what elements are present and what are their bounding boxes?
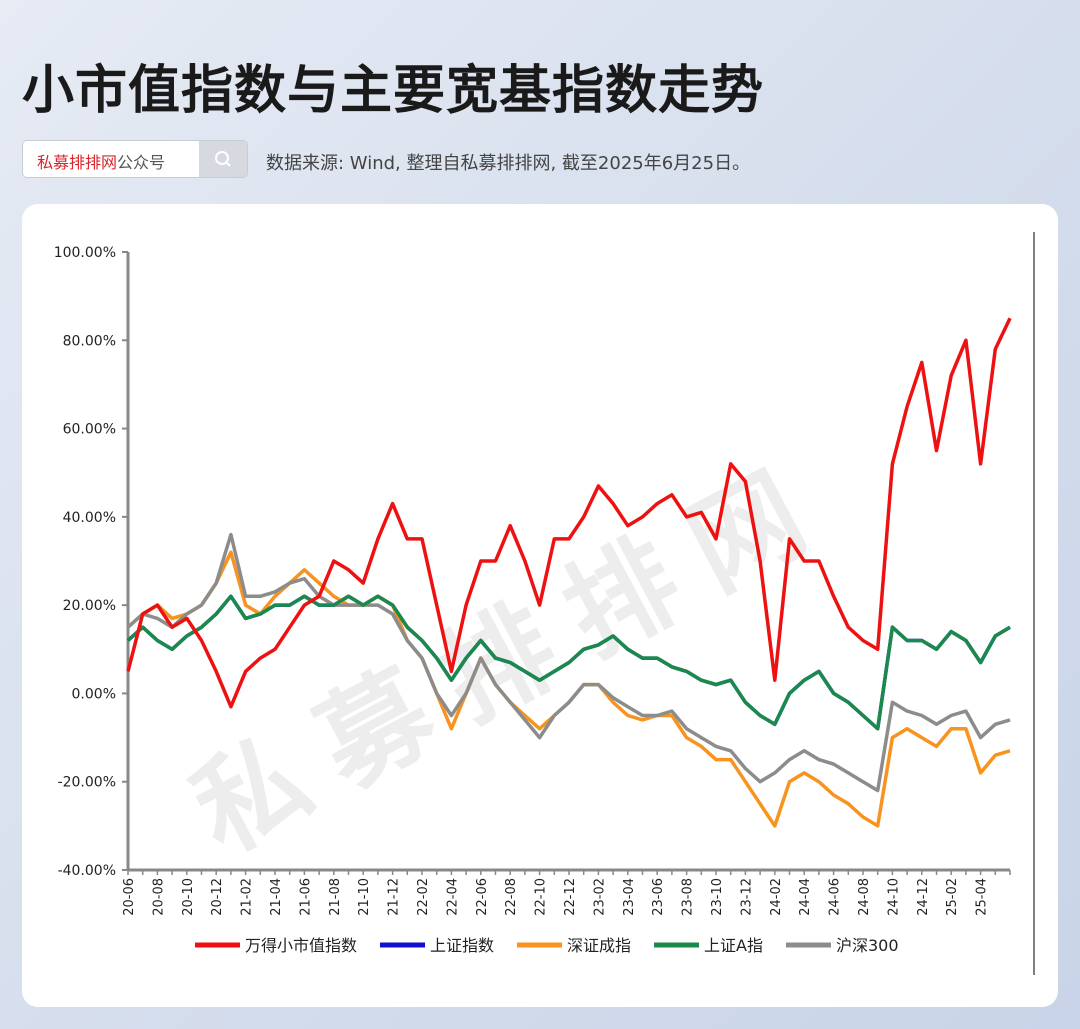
legend-label: 沪深300	[836, 936, 899, 955]
x-tick-label: 20-12	[210, 878, 225, 916]
x-tick-label: 21-02	[240, 878, 255, 916]
x-tick-label: 23-04	[622, 878, 637, 916]
y-tick-label: -20.00%	[58, 775, 116, 791]
x-tick-label: 22-02	[416, 878, 431, 916]
search-text: 私募排排网公众号	[37, 149, 165, 173]
data-source: 数据来源: Wind, 整理自私募排排网, 截至2025年6月25日。	[266, 153, 751, 174]
x-tick-label: 24-10	[886, 878, 901, 916]
y-tick-label: 40.00%	[63, 510, 116, 526]
series-line	[126, 532, 1011, 793]
x-tick-label: 21-12	[387, 878, 402, 916]
y-tick-label: 80.00%	[63, 333, 116, 349]
x-tick-label: 22-12	[563, 878, 578, 916]
y-tick-label: 60.00%	[63, 422, 116, 438]
search-icon	[215, 151, 231, 167]
x-tick-label: 21-08	[328, 878, 343, 916]
x-tick-label: 21-06	[298, 878, 313, 916]
x-tick-label: 23-06	[651, 878, 666, 916]
x-tick-label: 22-06	[475, 878, 490, 916]
x-tick-label: 24-06	[828, 878, 843, 916]
x-tick-label: 21-10	[357, 878, 372, 916]
search-brand: 私募排排网	[37, 153, 118, 172]
y-tick-label: 0.00%	[72, 686, 116, 702]
series-line	[126, 594, 1011, 731]
x-tick-label: 24-08	[857, 878, 872, 916]
y-tick-label: -40.00%	[58, 863, 116, 879]
legend-label: 上证A指	[704, 936, 763, 955]
x-tick-label: 22-08	[504, 878, 519, 916]
series-line	[126, 317, 1012, 709]
x-tick-label: 20-06	[122, 878, 137, 916]
legend-label: 万得小市值指数	[245, 936, 357, 955]
x-tick-label: 22-04	[445, 878, 460, 916]
x-tick-label: 23-10	[710, 878, 725, 916]
x-tick-label: 25-02	[945, 878, 960, 916]
page-title: 小市值指数与主要宽基指数走势	[22, 61, 765, 121]
y-tick-label: 100.00%	[54, 245, 116, 261]
y-tick-label: 20.00%	[63, 598, 116, 614]
search-box[interactable]: 私募排排网公众号	[22, 140, 248, 178]
x-tick-label: 20-10	[181, 878, 196, 916]
x-tick-label: 24-12	[916, 878, 931, 916]
x-tick-label: 23-12	[739, 878, 754, 916]
x-tick-label: 22-10	[534, 878, 549, 916]
x-tick-label: 23-08	[681, 878, 696, 916]
legend-label: 深证成指	[567, 936, 631, 955]
x-tick-label: 25-04	[975, 878, 990, 916]
search-suffix: 公众号	[117, 153, 166, 172]
search-button[interactable]	[199, 141, 247, 177]
legend-label: 上证指数	[430, 936, 494, 955]
x-tick-label: 23-02	[592, 878, 607, 916]
x-tick-label: 20-08	[151, 878, 166, 916]
x-tick-label: 21-04	[269, 878, 284, 916]
x-tick-label: 24-02	[769, 878, 784, 916]
x-tick-label: 24-04	[798, 878, 813, 916]
